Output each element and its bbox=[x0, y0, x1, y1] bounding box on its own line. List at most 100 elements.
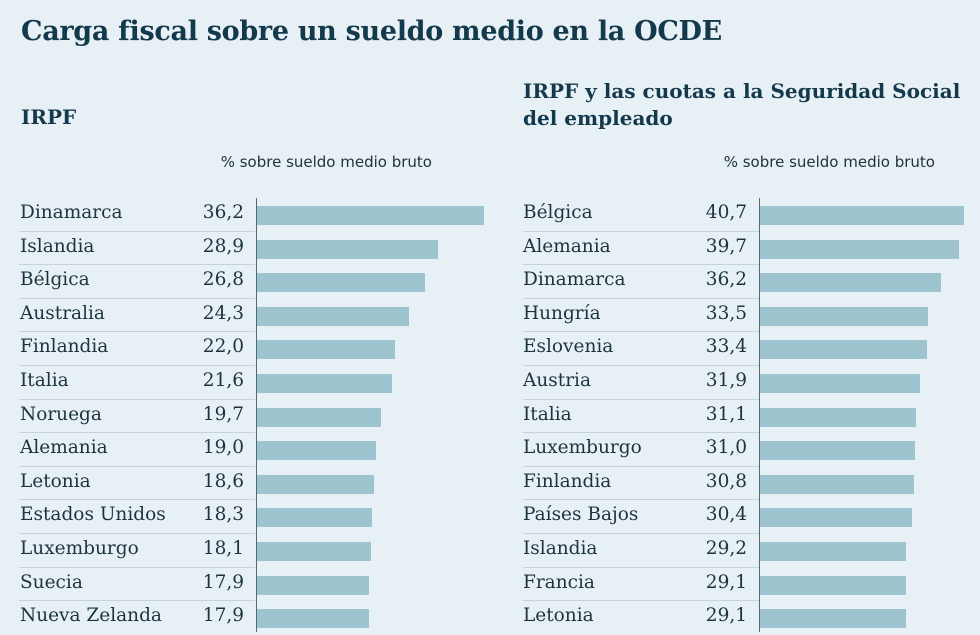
category-label: Finlandia bbox=[523, 470, 612, 492]
category-label: Austria bbox=[523, 370, 591, 391]
bar bbox=[760, 306, 928, 326]
bar bbox=[760, 474, 915, 494]
value-label: 29,1 bbox=[705, 605, 747, 627]
value-label: 36,2 bbox=[705, 269, 747, 291]
panel-irpf-ss: IRPF y las cuotas a la Seguridad Social … bbox=[504, 0, 980, 632]
bar-row: Alemania 39,7 bbox=[504, 232, 980, 266]
category-label: Dinamarca bbox=[20, 202, 123, 223]
bar bbox=[760, 542, 907, 561]
value-label: 29,1 bbox=[705, 571, 747, 593]
category-label: Finlandia bbox=[20, 336, 109, 358]
category-label: Bélgica bbox=[523, 202, 593, 223]
value-label: 22,0 bbox=[202, 336, 244, 358]
bar-row: Luxemburgo 18,1 bbox=[0, 534, 490, 568]
bar bbox=[257, 206, 484, 225]
row-divider bbox=[19, 432, 255, 434]
bar-row: Bélgica 40,7 bbox=[504, 198, 980, 232]
row-divider bbox=[19, 465, 255, 467]
bar bbox=[760, 407, 916, 427]
value-label: 31,0 bbox=[705, 437, 747, 459]
row-divider bbox=[523, 364, 759, 366]
bar bbox=[257, 474, 374, 494]
bar-row: Hungría 33,5 bbox=[504, 299, 980, 333]
unit-label: % sobre sueldo medio bruto bbox=[723, 153, 935, 171]
value-label: 33,5 bbox=[705, 302, 747, 324]
value-label: 17,9 bbox=[202, 605, 244, 627]
row-divider bbox=[523, 600, 759, 602]
row-divider bbox=[523, 264, 759, 266]
category-label: Letonia bbox=[523, 605, 594, 627]
row-divider bbox=[19, 264, 255, 266]
bar-row: Estados Unidos 18,3 bbox=[0, 500, 490, 534]
row-divider bbox=[523, 465, 759, 467]
bar bbox=[257, 273, 426, 293]
category-label: Islandia bbox=[20, 235, 95, 257]
value-label: 19,0 bbox=[202, 437, 244, 459]
bar-row: Suecia 17,9 bbox=[0, 568, 490, 602]
row-divider bbox=[19, 331, 255, 333]
category-label: Eslovenia bbox=[523, 336, 614, 358]
bar bbox=[257, 575, 370, 595]
row-divider bbox=[523, 331, 759, 333]
bar-row: Francia 29,1 bbox=[504, 568, 980, 602]
bar-row: Bélgica 26,8 bbox=[0, 265, 490, 299]
bar-row: Luxemburgo 31,0 bbox=[504, 433, 980, 467]
category-label: Dinamarca bbox=[523, 269, 626, 291]
bar-row: Italia 21,6 bbox=[0, 366, 490, 400]
bar bbox=[257, 508, 372, 528]
value-label: 33,4 bbox=[705, 336, 747, 358]
value-label: 18,3 bbox=[202, 504, 244, 526]
bar bbox=[760, 340, 928, 360]
bar-row: Austria 31,9 bbox=[504, 366, 980, 400]
bar bbox=[760, 239, 959, 259]
value-label: 18,6 bbox=[202, 470, 244, 492]
bar bbox=[760, 441, 916, 461]
row-divider bbox=[19, 600, 255, 602]
row-divider bbox=[523, 566, 759, 568]
bar-row: Nueva Zelanda 17,9 bbox=[0, 601, 490, 635]
row-divider bbox=[19, 566, 255, 568]
category-label: Alemania bbox=[20, 437, 108, 459]
bar bbox=[257, 306, 410, 326]
value-label: 39,7 bbox=[705, 235, 747, 257]
category-label: Alemania bbox=[523, 235, 611, 257]
bar-row: Italia 31,1 bbox=[504, 400, 980, 434]
category-label: Bélgica bbox=[20, 269, 90, 291]
bar bbox=[760, 609, 906, 629]
bar-row: Finlandia 22,0 bbox=[0, 332, 490, 366]
row-divider bbox=[523, 297, 759, 299]
row-divider bbox=[523, 532, 759, 534]
bar bbox=[257, 239, 439, 259]
chart-title: Carga fiscal sobre un sueldo medio en la… bbox=[21, 16, 722, 47]
value-label: 24,3 bbox=[202, 302, 244, 324]
category-label: Luxemburgo bbox=[523, 437, 642, 459]
row-divider bbox=[523, 499, 759, 501]
category-label: Australia bbox=[20, 302, 105, 324]
bar-row: Alemania 19,0 bbox=[0, 433, 490, 467]
bar-row: Australia 24,3 bbox=[0, 299, 490, 333]
value-label: 31,9 bbox=[705, 370, 747, 391]
bar-row: Dinamarca 36,2 bbox=[504, 265, 980, 299]
row-divider bbox=[19, 499, 255, 501]
axis-line bbox=[759, 198, 760, 632]
value-label: 31,1 bbox=[705, 403, 747, 425]
bar bbox=[760, 206, 964, 225]
bar bbox=[257, 609, 370, 629]
row-divider bbox=[19, 364, 255, 366]
bar-row: Islandia 28,9 bbox=[0, 232, 490, 266]
category-label: Estados Unidos bbox=[20, 504, 166, 526]
panel-irpf: IRPF % sobre sueldo medio bruto Dinamarc… bbox=[0, 0, 490, 632]
category-label: Italia bbox=[523, 403, 572, 425]
value-label: 36,2 bbox=[202, 202, 244, 223]
row-divider bbox=[19, 230, 255, 232]
category-label: Luxemburgo bbox=[20, 538, 139, 559]
category-label: Islandia bbox=[523, 538, 598, 559]
bar-row: Letonia 18,6 bbox=[0, 467, 490, 501]
bar bbox=[760, 374, 920, 393]
row-divider bbox=[19, 532, 255, 534]
bar-row: Islandia 29,2 bbox=[504, 534, 980, 568]
axis-line bbox=[256, 198, 257, 632]
row-divider bbox=[523, 432, 759, 434]
bar-row: Eslovenia 33,4 bbox=[504, 332, 980, 366]
value-label: 30,4 bbox=[705, 504, 747, 526]
